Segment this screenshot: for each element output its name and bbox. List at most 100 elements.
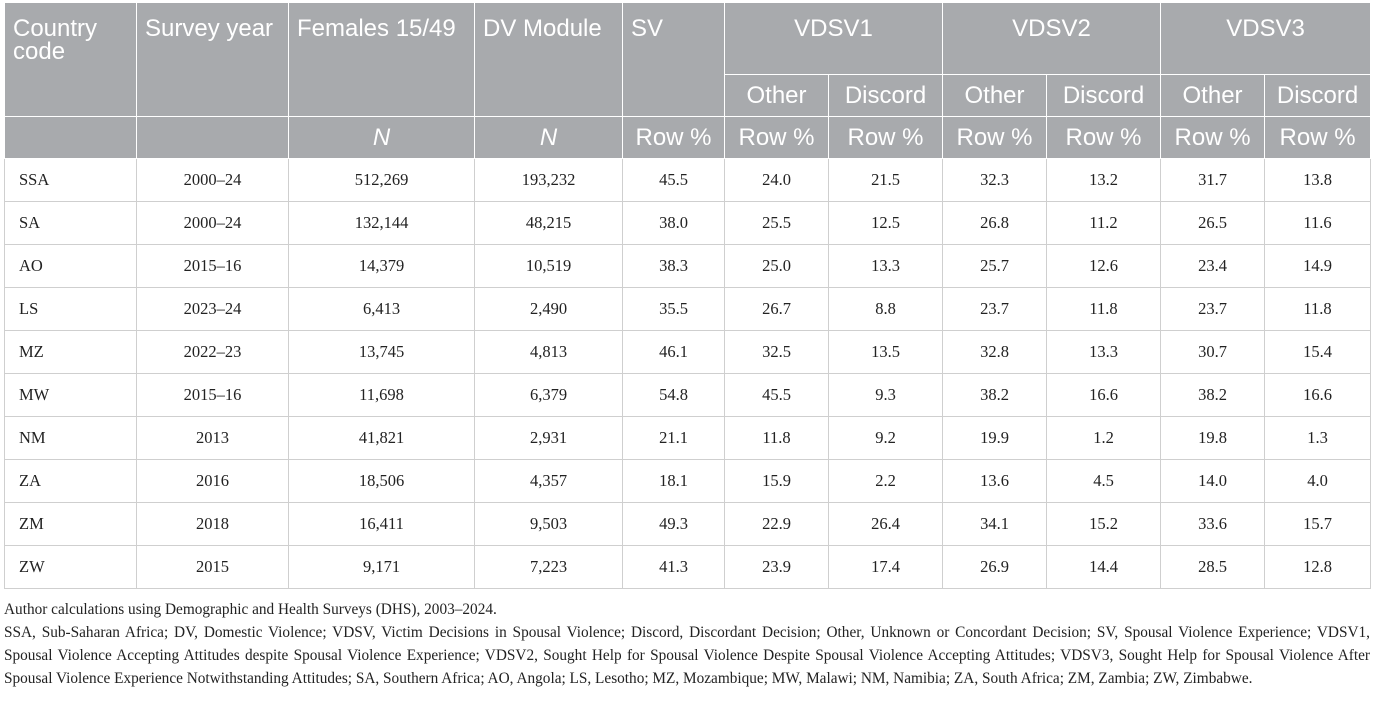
table-cell: 9.3 [827,373,943,417]
table-cell: 1.3 [1264,416,1372,460]
header-units-year [136,116,289,159]
table-cell: 2015–16 [136,373,289,417]
table-cell: ZW [4,545,137,589]
table-cell: 7,223 [474,545,623,589]
table-body: SSA 2000–24 512,269 193,232 45.5 24.0 21.5 32.3… [4,158,1372,589]
table-cell: 10,519 [474,244,623,288]
header-vdsv2-discord: Discord [1046,74,1162,117]
header-vdsv2: VDSV2 [942,2,1162,75]
table-cell: 132,144 [288,201,475,245]
table-cell: 19.9 [942,416,1047,460]
table-cell: SSA [4,158,137,202]
source-note: Author calculations using Demographic an… [4,601,497,618]
table-cell: 13.3 [1046,330,1161,374]
header-females-n: N [288,116,475,159]
table-cell: 26.4 [827,502,943,546]
table-cell: MW [4,373,137,417]
table-cell: 11.8 [1264,287,1372,331]
table-cell: 512,269 [288,158,475,202]
table-cell: 48,215 [474,201,623,245]
header-vdsv3-discord: Discord [1264,74,1372,117]
table-cell: 12.5 [827,201,943,245]
table-cell: 45.5 [622,158,725,202]
header-survey-year: Survey year [136,2,289,117]
table-cell: 25.0 [724,244,829,288]
table-cell: 2015 [136,545,289,589]
table-cell: LS [4,287,137,331]
table-cell: 11.6 [1264,201,1372,245]
header-vdsv2-other-row-pct: Row % [942,116,1048,159]
table-cell: 16,411 [288,502,475,546]
table-cell: MZ [4,330,137,374]
table-cell: 12.8 [1264,545,1372,589]
table-cell: 15.2 [1046,502,1161,546]
table-cell: 2015–16 [136,244,289,288]
table-cell: 15.9 [724,459,829,503]
table-cell: 21.1 [622,416,725,460]
table-cell: 26.9 [942,545,1047,589]
table-cell: 14.0 [1160,459,1265,503]
header-vdsv3-other-row-pct: Row % [1160,116,1266,159]
table-row: ZA 2016 18,506 4,357 18.1 15.9 2.2 13.6 4.5 14.0 4… [4,459,1372,503]
table-cell: 13.8 [1264,158,1372,202]
table-row: MW 2015–16 11,698 6,379 54.8 45.5 9.3 38.2 16.6 3… [4,373,1372,417]
table-cell: 26.7 [724,287,829,331]
table-cell: 19.8 [1160,416,1265,460]
table-cell: 25.7 [942,244,1047,288]
table-cell: 2018 [136,502,289,546]
table-cell: 2,931 [474,416,623,460]
table-cell: 17.4 [827,545,943,589]
table-cell: SA [4,201,137,245]
header-vdsv1-other-row-pct: Row % [724,116,829,159]
table-cell: 12.6 [1046,244,1161,288]
table-cell: 14.9 [1264,244,1372,288]
header-units-country [4,116,137,159]
table-cell: 4,357 [474,459,623,503]
table-cell: ZA [4,459,137,503]
header-vdsv2-other: Other [942,74,1048,117]
table-cell: 13.5 [827,330,943,374]
table-cell: 9.2 [827,416,943,460]
table-footnotes: Author calculations using Demographic an… [4,598,1370,690]
table-cell: 23.4 [1160,244,1265,288]
header-vdsv1-discord: Discord [827,74,944,117]
header-vdsv1-other: Other [724,74,829,117]
table-cell: 11.2 [1046,201,1161,245]
table-cell: 2013 [136,416,289,460]
table-cell: 32.3 [942,158,1047,202]
header-country-code: Country code [4,2,137,117]
table-cell: 23.9 [724,545,829,589]
table-cell: 4.5 [1046,459,1161,503]
table-cell: 1.2 [1046,416,1161,460]
table-row: ZW 2015 9,171 7,223 41.3 23.9 17.4 26.9 14.4 28.5… [4,545,1372,589]
table-cell: 38.0 [622,201,725,245]
table-cell: 4.0 [1264,459,1372,503]
header-vdsv3: VDSV3 [1160,2,1372,75]
table-cell: 14,379 [288,244,475,288]
table-cell: 41.3 [622,545,725,589]
header-vdsv3-other: Other [1160,74,1266,117]
table-cell: 2016 [136,459,289,503]
table-cell: 46.1 [622,330,725,374]
table-cell: 33.6 [1160,502,1265,546]
header-sv: SV [622,2,725,117]
table-cell: 38.2 [1160,373,1265,417]
table-cell: 13,745 [288,330,475,374]
table-cell: 21.5 [827,158,943,202]
table-cell: 18,506 [288,459,475,503]
table-row: LS 2023–24 6,413 2,490 35.5 26.7 8.8 23.7 11.8 23… [4,287,1372,331]
table-cell: 26.8 [942,201,1047,245]
table-cell: 30.7 [1160,330,1265,374]
table-cell: 13.3 [827,244,943,288]
table-cell: 6,379 [474,373,623,417]
table-header: Country code Survey year Females 15/49 D… [4,2,1372,159]
table-row: ZM 2018 16,411 9,503 49.3 22.9 26.4 34.1 15.2 33.… [4,502,1372,546]
table-cell: 38.3 [622,244,725,288]
table-cell: AO [4,244,137,288]
table-row: SSA 2000–24 512,269 193,232 45.5 24.0 21.5 32.3… [4,158,1372,202]
table-cell: 13.6 [942,459,1047,503]
table-cell: 9,503 [474,502,623,546]
table-cell: ZM [4,502,137,546]
table-cell: 28.5 [1160,545,1265,589]
table-cell: 2023–24 [136,287,289,331]
